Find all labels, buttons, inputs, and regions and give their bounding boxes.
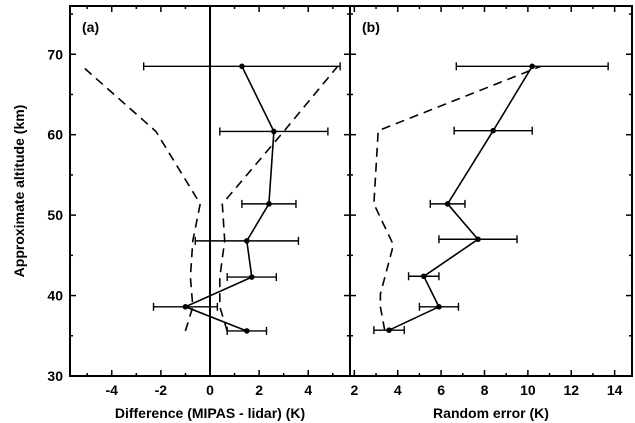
y-tick-label: 60 [47, 127, 63, 143]
panel-b-x-axis-label: Random error (K) [433, 405, 549, 421]
x-tick-label: 0 [206, 382, 214, 398]
panel-a-x-axis-label: Difference (MIPAS - lidar) (K) [115, 405, 305, 421]
x-tick-label: 6 [437, 382, 445, 398]
x-tick-label: 4 [304, 382, 312, 398]
data-point [386, 327, 392, 333]
panel-b-ticks: 2 4 6 8 10 12 14 [350, 6, 623, 398]
data-line [388, 65, 533, 331]
panel-b: (b) 2 4 6 8 10 12 14 Random error (K) [349, 5, 633, 421]
panel-b-label: (b) [362, 19, 380, 35]
panel-b-frame [349, 5, 633, 377]
x-tick-label: -4 [106, 382, 119, 398]
data-point [248, 274, 255, 280]
data-point [244, 238, 250, 244]
x-tick-label: 14 [607, 382, 623, 398]
data-point [420, 273, 427, 280]
x-tick-label: 12 [563, 382, 579, 398]
panel-a-ticks: -4 -2 0 2 4 [86, 6, 334, 398]
y-tick-label: 50 [47, 207, 63, 223]
data-point [182, 304, 189, 310]
data-point [266, 201, 272, 207]
panel-a-series [81, 62, 341, 335]
data-point [529, 63, 536, 70]
data-point [244, 328, 250, 334]
y-axis-ticks: 30 40 50 60 70 [47, 13, 632, 384]
dashed-line [373, 65, 542, 331]
y-axis-label: Approximate altitude (km) [11, 105, 27, 278]
y-tick-label: 30 [47, 368, 63, 384]
x-tick-label: -2 [155, 382, 168, 398]
data-line [183, 65, 275, 332]
data-point [436, 304, 442, 310]
data-point [239, 63, 245, 70]
panel-a: (a) -4 -2 0 2 4 Difference (MIPAS - lidar) (… [69, 5, 351, 421]
data-point [271, 128, 277, 135]
data-point [444, 201, 451, 207]
panel-a-label: (a) [82, 19, 99, 35]
x-tick-label: 2 [350, 382, 358, 398]
y-tick-label: 40 [47, 288, 63, 304]
dashed-line [81, 65, 202, 332]
x-tick-label: 8 [481, 382, 489, 398]
x-tick-label: 4 [394, 382, 402, 398]
data-point [475, 236, 481, 243]
panel-b-series [373, 62, 609, 335]
x-tick-label: 2 [255, 382, 263, 398]
dashed-line-upper [219, 65, 339, 332]
y-tick-label: 70 [47, 46, 63, 62]
data-point [490, 127, 496, 134]
x-tick-label: 10 [520, 382, 536, 398]
